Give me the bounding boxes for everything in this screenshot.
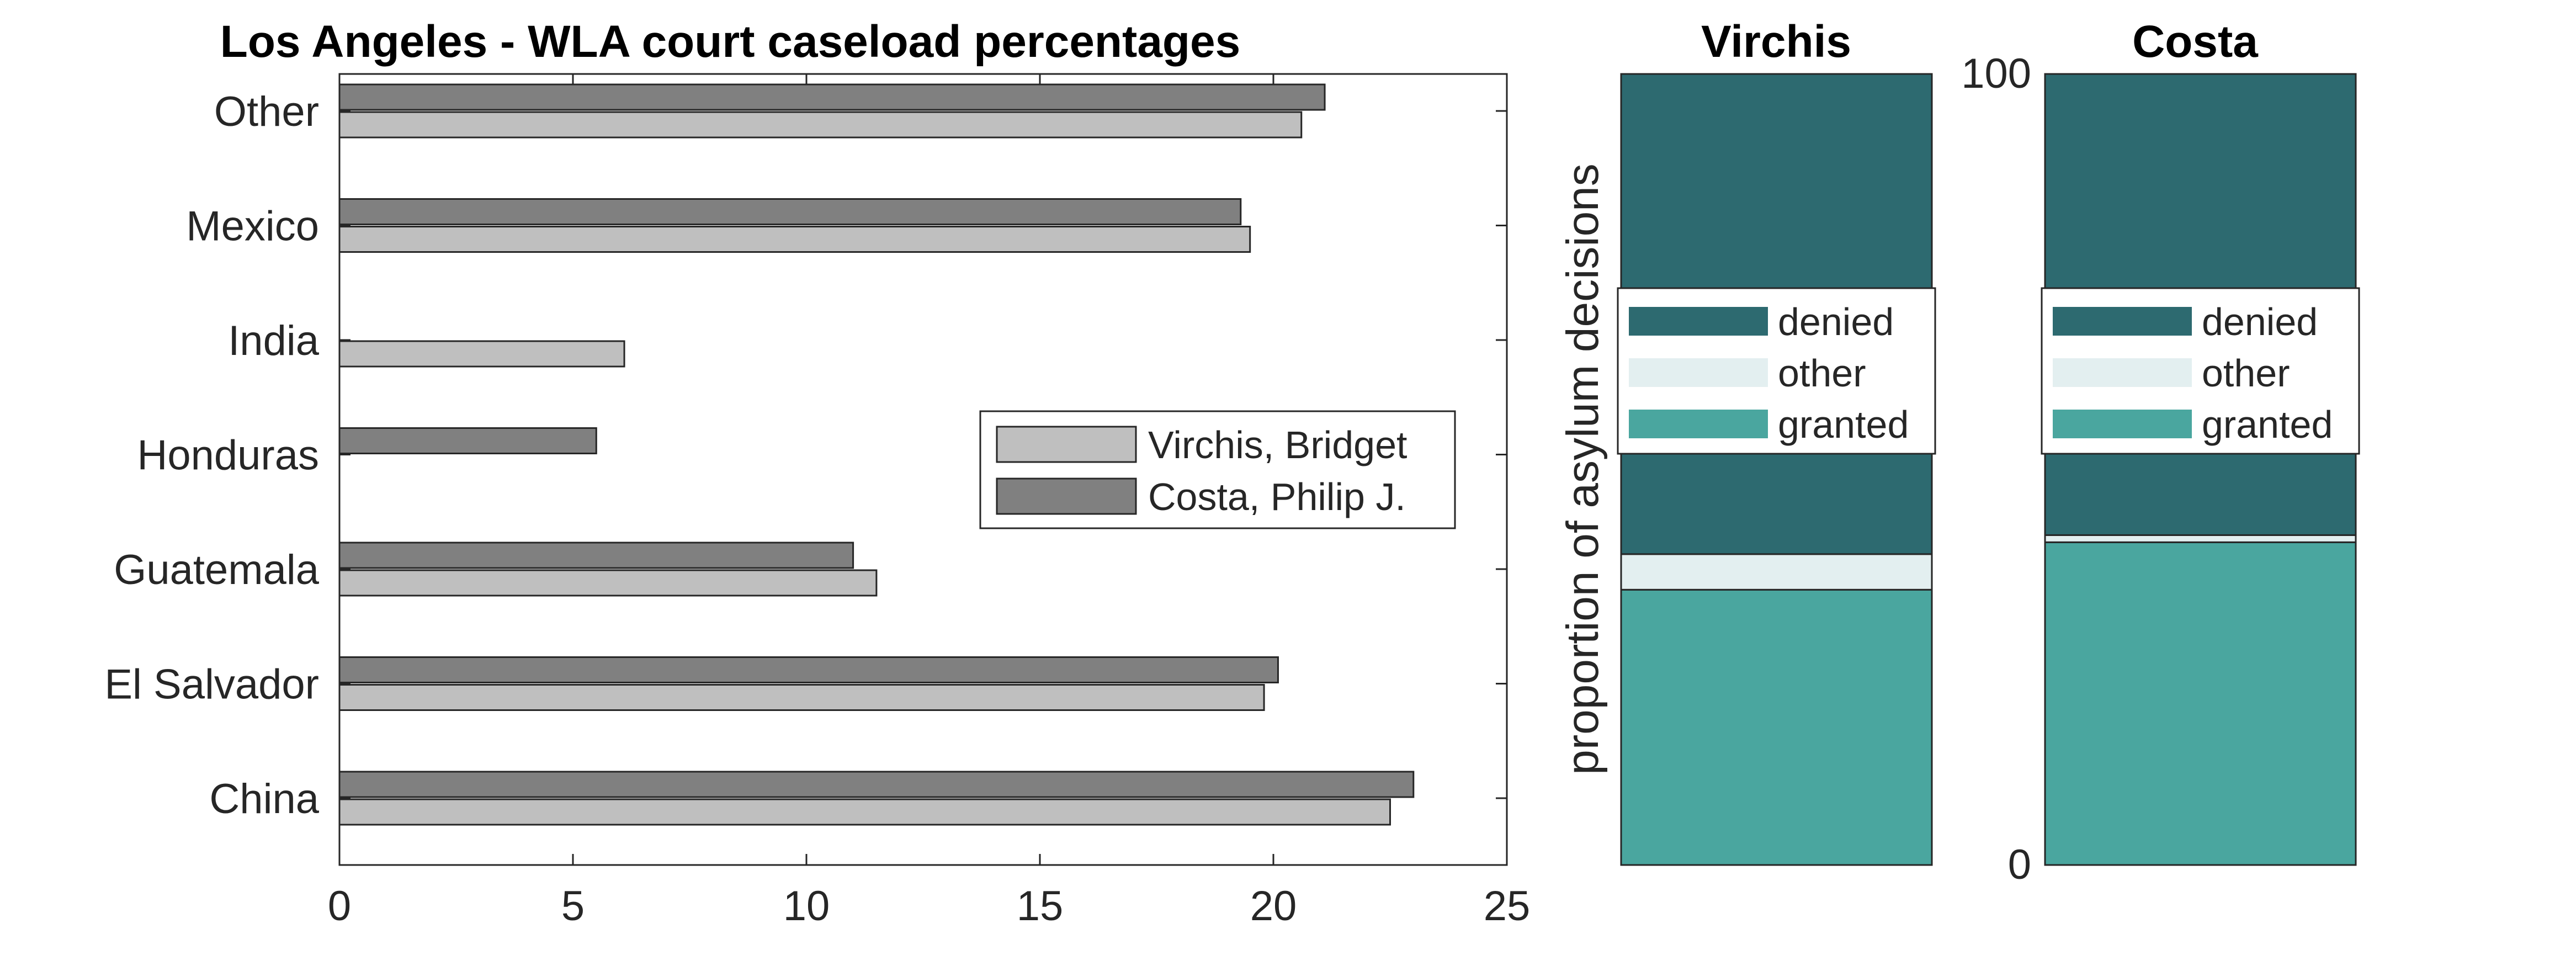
stack-segment-granted: [2044, 541, 2357, 866]
legend-swatch-granted: [1629, 410, 1768, 438]
xtick-label: 25: [1484, 883, 1531, 930]
legend-label-other: other: [1778, 352, 1866, 395]
bar-guatemala-virchis-bridget: [338, 569, 878, 597]
bar-mexico-costa-philip-j: [338, 198, 1242, 225]
costa-stack: [2044, 73, 2357, 866]
stack-segment-granted: [1620, 588, 1933, 866]
ytick-label-honduras: Honduras: [137, 432, 319, 479]
bar-india-virchis-bridget: [338, 340, 625, 368]
legend-swatch-virchis: [996, 426, 1137, 463]
legend-label-denied: denied: [2202, 300, 2318, 343]
virchis-stack: [1620, 73, 1933, 866]
bar-el-salvador-virchis-bridget: [338, 684, 1265, 711]
bar-china-costa-philip-j: [338, 771, 1415, 798]
legend-label-granted: granted: [2202, 403, 2333, 446]
legend-label-denied: denied: [1778, 300, 1894, 343]
bar-mexico-virchis-bridget: [338, 226, 1251, 253]
ytick-label-el-salvador: El Salvador: [104, 661, 319, 708]
virchis-decision-chart: Virchis proportion of asylum decisions d…: [1558, 17, 1936, 866]
costa-plot-frame: [2044, 73, 2357, 866]
caseload-bars: [338, 83, 1415, 826]
virchis-legend: denied other granted: [1617, 287, 1936, 455]
xtick-label: 15: [1017, 883, 1064, 930]
xtick-label: 0: [328, 883, 351, 930]
legend-label-virchis: Virchis, Bridget: [1148, 423, 1407, 466]
decision-ylabel: proportion of asylum decisions: [1558, 163, 1608, 775]
legend-label-other: other: [2202, 352, 2290, 395]
ytick-label-mexico: Mexico: [186, 203, 319, 250]
stack-segment-other: [1620, 553, 1933, 591]
ytick-label-other: Other: [214, 88, 319, 135]
caseload-axis-labels: China El Salvador Guatemala Honduras India Me…: [104, 88, 1530, 930]
stack-segment-other: [2044, 534, 2357, 543]
caseload-chart-title: Los Angeles - WLA court caseload percent…: [220, 17, 1240, 67]
caseload-axis-ticks: [338, 74, 1508, 865]
xtick-label: 5: [561, 883, 585, 930]
bar-china-virchis-bridget: [338, 798, 1391, 826]
ytick-label-guatemala: Guatemala: [114, 546, 319, 593]
costa-ytick-label: 0: [2008, 841, 2031, 888]
legend-swatch-other: [1629, 358, 1768, 387]
caseload-legend: Virchis, Bridget Costa, Philip J.: [979, 410, 1456, 529]
bar-el-salvador-costa-philip-j: [338, 656, 1279, 683]
bar-other-costa-philip-j: [338, 83, 1326, 111]
costa-chart-title: Costa: [2132, 17, 2259, 67]
costa-axis-ticks: 0 100: [1961, 50, 2031, 888]
xtick-label: 10: [783, 883, 830, 930]
legend-label-granted: granted: [1778, 403, 1909, 446]
caseload-chart: Los Angeles - WLA court caseload percent…: [104, 17, 1530, 930]
legend-swatch-granted: [2053, 410, 2192, 438]
costa-ytick-label: 100: [1961, 50, 2031, 97]
bar-guatemala-costa-philip-j: [338, 542, 854, 569]
xtick-label: 20: [1250, 883, 1297, 930]
bar-honduras-costa-philip-j: [338, 427, 597, 454]
ytick-label-china: China: [209, 776, 319, 822]
bar-other-virchis-bridget: [338, 111, 1303, 139]
virchis-chart-title: Virchis: [1701, 17, 1851, 67]
legend-swatch-costa: [996, 477, 1137, 515]
legend-swatch-denied: [1629, 307, 1768, 336]
legend-swatch-other: [2053, 358, 2192, 387]
costa-legend: denied other granted: [2041, 287, 2360, 455]
virchis-plot-frame: [1620, 73, 1933, 866]
ytick-label-india: India: [228, 317, 320, 364]
costa-decision-chart: Costa 0 100 denied other granted: [1961, 17, 2360, 888]
legend-swatch-denied: [2053, 307, 2192, 336]
legend-label-costa: Costa, Philip J.: [1148, 475, 1406, 518]
